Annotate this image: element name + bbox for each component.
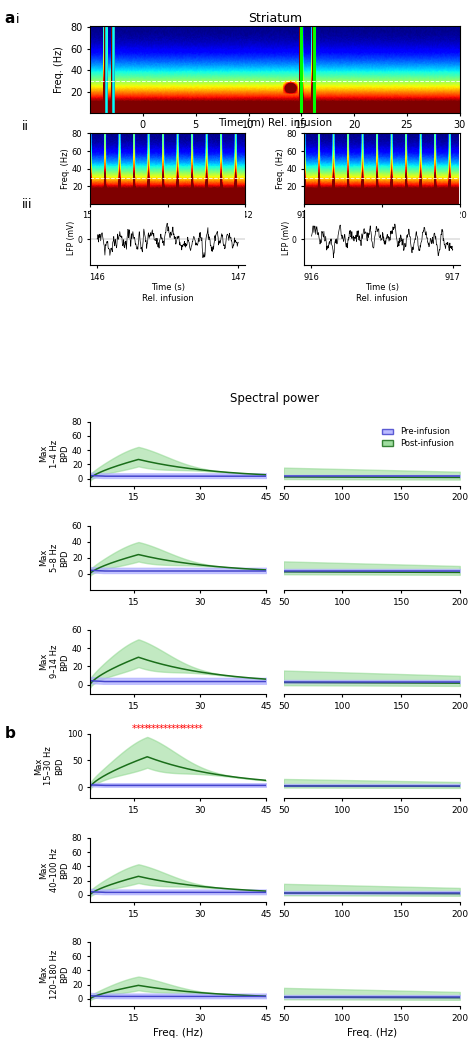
- Y-axis label: Max
9–14 Hz
BPD: Max 9–14 Hz BPD: [39, 645, 69, 679]
- Legend: Pre-infusion, Post-infusion: Pre-infusion, Post-infusion: [380, 426, 456, 450]
- Text: *: *: [182, 723, 187, 734]
- X-axis label: Time (s)
Rel. infusion: Time (s) Rel. infusion: [142, 283, 193, 303]
- Title: Striatum: Striatum: [248, 13, 302, 25]
- Y-axis label: Max
120–180 Hz
BPD: Max 120–180 Hz BPD: [39, 949, 69, 999]
- X-axis label: Time (s)
Rel. infusion: Time (s) Rel. infusion: [356, 283, 408, 303]
- Text: *: *: [147, 723, 152, 734]
- Text: Time (m) Rel. infusion: Time (m) Rel. infusion: [218, 118, 332, 128]
- Text: *: *: [194, 723, 199, 734]
- Text: *: *: [151, 723, 156, 734]
- Text: *: *: [136, 723, 140, 734]
- Y-axis label: Freq. (Hz): Freq. (Hz): [276, 148, 285, 189]
- Text: *: *: [159, 723, 164, 734]
- Text: *: *: [163, 723, 167, 734]
- Text: *: *: [167, 723, 172, 734]
- Text: *: *: [174, 723, 179, 734]
- Y-axis label: LFP (mV): LFP (mV): [67, 220, 76, 255]
- Text: i: i: [16, 13, 19, 26]
- Y-axis label: Freq. (Hz): Freq. (Hz): [62, 148, 71, 189]
- Y-axis label: Max
15–30 Hz
BPD: Max 15–30 Hz BPD: [34, 747, 64, 785]
- Y-axis label: Max
5–8 Hz
BPD: Max 5–8 Hz BPD: [39, 543, 69, 572]
- Y-axis label: Max
1–4 Hz
BPD: Max 1–4 Hz BPD: [39, 439, 69, 468]
- Y-axis label: Max
40–100 Hz
BPD: Max 40–100 Hz BPD: [39, 848, 69, 892]
- X-axis label: Freq. (Hz): Freq. (Hz): [153, 1028, 203, 1038]
- Text: *: *: [171, 723, 175, 734]
- Text: a: a: [5, 12, 15, 26]
- Y-axis label: Freq. (Hz): Freq. (Hz): [55, 47, 64, 93]
- Text: b: b: [5, 726, 16, 741]
- Text: *: *: [198, 723, 202, 734]
- Text: iii: iii: [22, 198, 32, 211]
- Text: *: *: [143, 723, 148, 734]
- Y-axis label: LFP (mV): LFP (mV): [282, 220, 291, 255]
- X-axis label: Freq. (Hz): Freq. (Hz): [346, 1028, 397, 1038]
- Text: *: *: [139, 723, 144, 734]
- Text: *: *: [155, 723, 160, 734]
- Text: *: *: [132, 723, 137, 734]
- Text: *: *: [190, 723, 195, 734]
- Text: *: *: [178, 723, 183, 734]
- Title: Spectral power: Spectral power: [230, 392, 319, 406]
- Text: ii: ii: [22, 121, 29, 133]
- Text: *: *: [186, 723, 191, 734]
